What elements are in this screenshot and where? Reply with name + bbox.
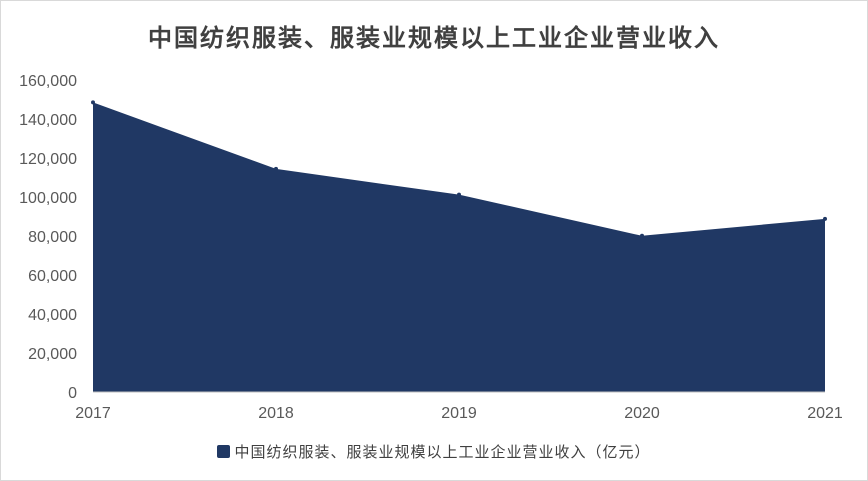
data-point [640, 233, 644, 238]
x-tick-label: 2021 [807, 405, 843, 422]
data-point [274, 166, 278, 171]
x-tick-label: 2020 [624, 405, 660, 422]
y-tick-label: 140,000 [19, 112, 77, 129]
y-tick-label: 120,000 [19, 151, 77, 168]
x-axis-tick-labels: 2017 2018 2019 2020 2021 [75, 405, 843, 422]
y-tick-label: 40,000 [28, 307, 77, 324]
y-tick-label: 0 [68, 385, 77, 402]
x-tick-label: 2017 [75, 405, 111, 422]
y-tick-label: 80,000 [28, 229, 77, 246]
y-tick-label: 100,000 [19, 190, 77, 207]
y-tick-label: 160,000 [19, 73, 77, 90]
data-point [823, 216, 827, 221]
area-series [93, 102, 825, 393]
data-point [91, 100, 95, 105]
legend: 中国纺织服装、服装业规模以上工业企业营业收入（亿元） [0, 441, 868, 462]
y-tick-label: 20,000 [28, 346, 77, 363]
legend-swatch [217, 445, 231, 458]
x-tick-label: 2019 [441, 405, 477, 422]
data-point [457, 192, 461, 197]
y-tick-label: 60,000 [28, 268, 77, 285]
y-axis-tick-labels: 0 20,000 40,000 60,000 80,000 100,000 120,000 1… [19, 73, 77, 402]
series-layer [91, 100, 827, 393]
legend-label: 中国纺织服装、服装业规模以上工业企业营业收入（亿元） [234, 443, 651, 461]
x-tick-label: 2018 [258, 405, 294, 422]
chart-title: 中国纺织服装、服装业规模以上工业企业营业收入 [148, 23, 720, 52]
